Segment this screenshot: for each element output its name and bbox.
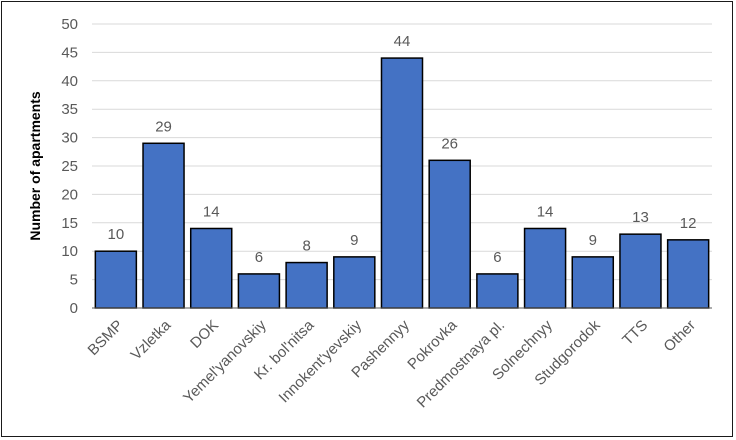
bar — [142, 142, 185, 309]
data-label: 10 — [108, 226, 125, 243]
bar — [666, 239, 710, 309]
data-label: 12 — [680, 215, 697, 232]
data-label: 6 — [493, 249, 501, 266]
bar — [476, 273, 519, 309]
y-tick-label: 5 — [70, 272, 78, 289]
data-label: 14 — [537, 203, 554, 220]
x-tick-label: TTS — [619, 317, 651, 349]
bar — [523, 227, 567, 309]
y-tick-label: 10 — [61, 243, 78, 260]
bar — [380, 57, 424, 309]
bar — [237, 273, 281, 309]
y-tick-label: 30 — [61, 130, 78, 147]
data-label: 6 — [255, 249, 263, 266]
y-tick-label: 15 — [61, 215, 78, 232]
y-tick-label: 40 — [61, 73, 78, 90]
bar — [333, 256, 376, 309]
data-label: 26 — [441, 135, 458, 152]
x-tick-label: Innokent'yevskiy — [276, 316, 366, 406]
bar — [285, 261, 328, 309]
y-tick-label: 35 — [61, 101, 78, 118]
x-tick-label: Predmostnaya pl. — [414, 317, 509, 412]
bar — [571, 256, 615, 309]
x-tick-label: DOK — [187, 317, 222, 352]
y-tick-label: 20 — [61, 186, 78, 203]
data-label: 8 — [302, 238, 310, 255]
data-label: 44 — [394, 33, 411, 50]
y-axis-title: Number of apartments — [27, 91, 43, 241]
x-tick-label: Vzletka — [128, 316, 175, 363]
bar — [189, 227, 233, 309]
y-tick-label: 0 — [70, 300, 78, 317]
y-tick-label: 25 — [61, 158, 78, 175]
data-label: 14 — [203, 203, 220, 220]
bar — [619, 233, 662, 309]
y-axis-ticks: 0 5 10 15 20 25 30 35 40 45 50 — [61, 16, 78, 317]
bar — [428, 159, 471, 309]
data-label: 29 — [155, 118, 172, 135]
y-tick-label: 45 — [61, 44, 78, 61]
x-tick-label: BSMP — [85, 317, 127, 359]
data-label: 9 — [350, 232, 358, 249]
data-label: 13 — [632, 209, 649, 226]
bars — [94, 57, 710, 309]
bar — [94, 250, 138, 309]
x-tick-label: Other — [660, 317, 699, 356]
data-labels: 10 29 14 6 8 9 44 26 6 14 9 13 12 — [108, 33, 697, 266]
y-tick-label: 50 — [61, 16, 78, 33]
x-tick-label: Yemel'yanovskiy — [180, 316, 270, 406]
data-label: 9 — [589, 232, 597, 249]
